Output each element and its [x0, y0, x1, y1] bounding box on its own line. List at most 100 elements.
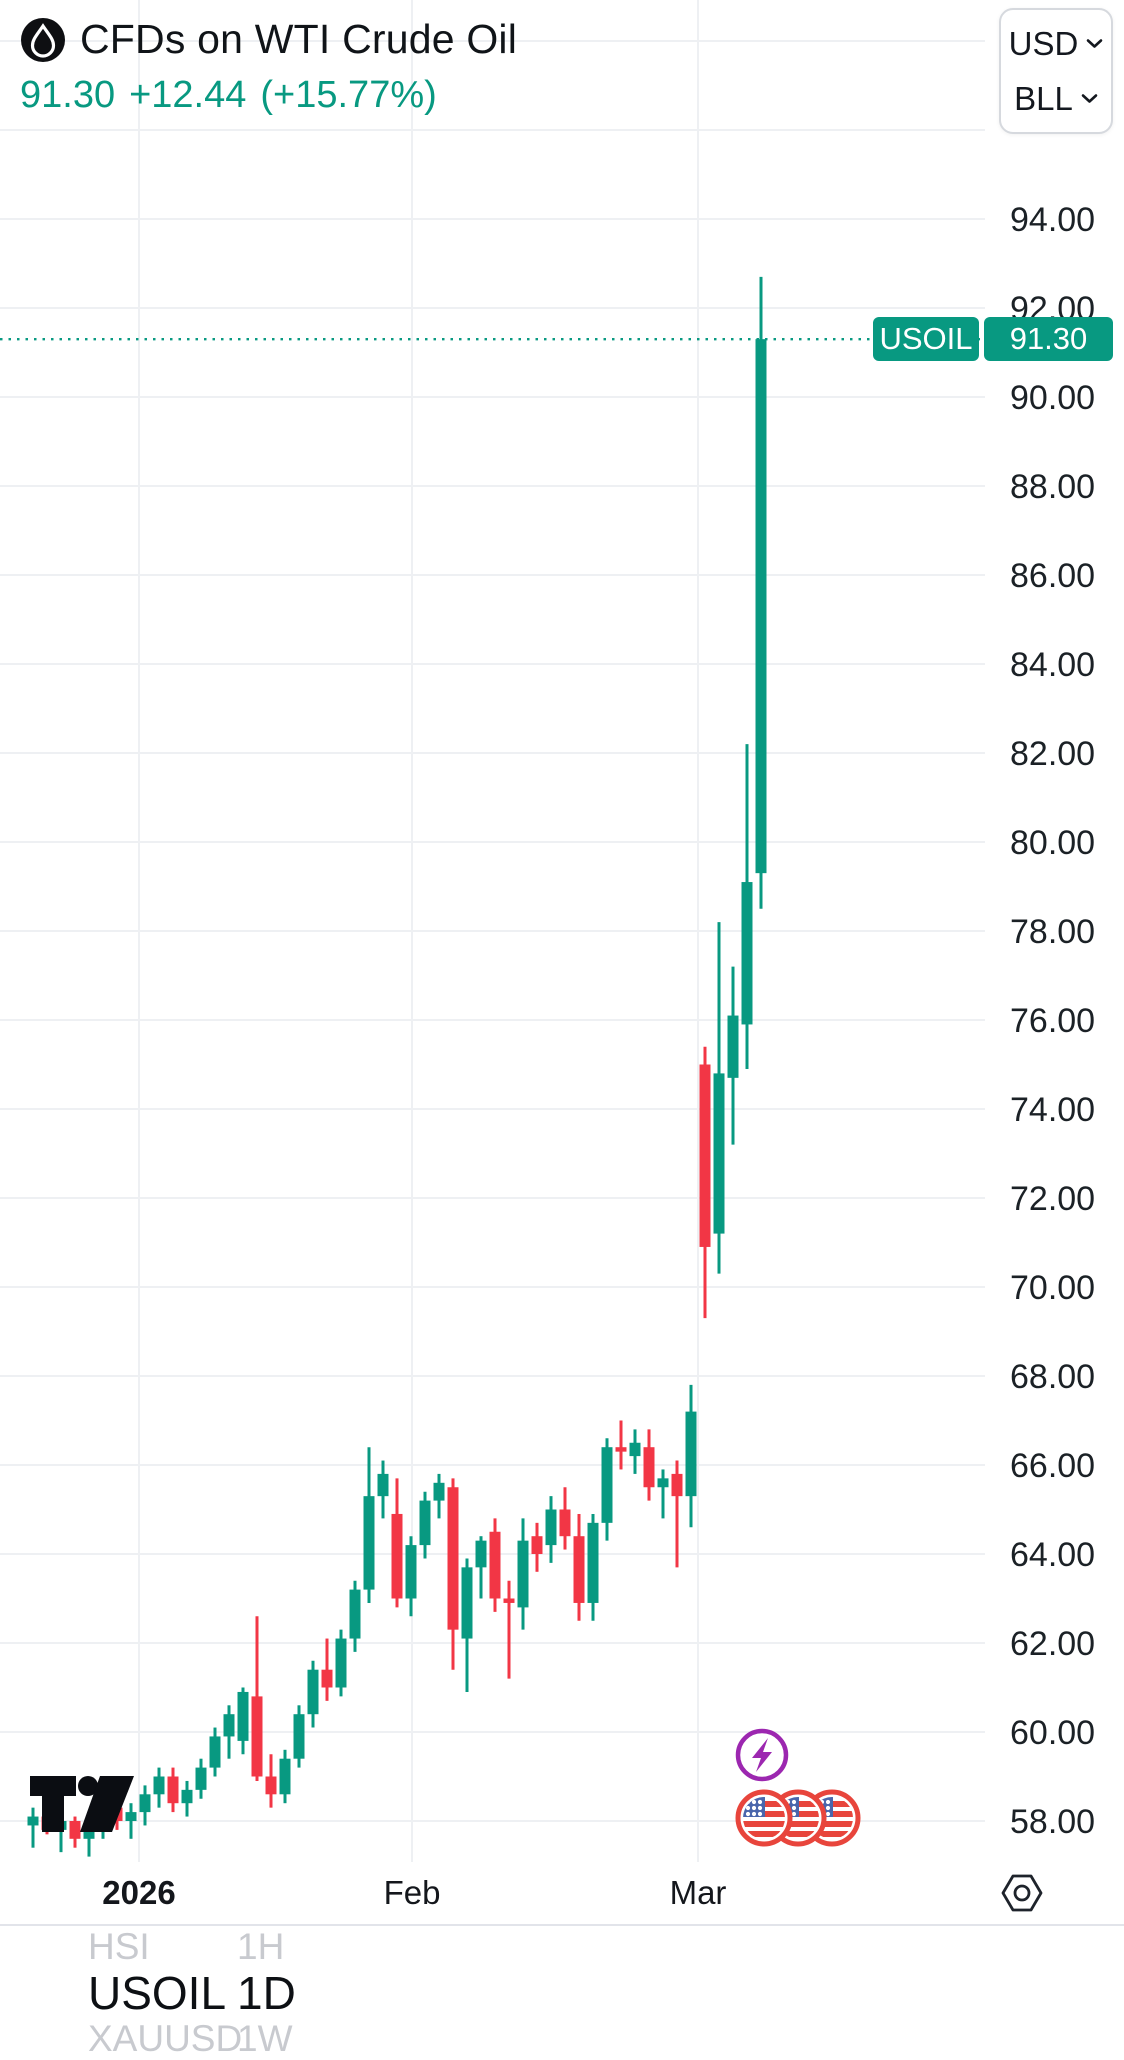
price-tick-label: 58.00 — [1010, 1803, 1095, 1841]
price-line-symbol: USOIL — [873, 317, 979, 362]
candle — [209, 1736, 221, 1768]
candle — [545, 1509, 557, 1546]
price-tick-label: 72.00 — [1010, 1180, 1095, 1218]
tradingview-logo-watermark — [30, 1776, 134, 1832]
price-tick-label: 74.00 — [1010, 1091, 1095, 1129]
price-axis-labels[interactable]: 94.0092.0090.0088.0086.0084.0082.0080.00… — [1010, 201, 1095, 1841]
time-tick-label: Feb — [384, 1874, 441, 1911]
price-tick-label: 80.00 — [1010, 824, 1095, 862]
candle — [559, 1509, 571, 1537]
candle — [279, 1758, 291, 1795]
candle — [321, 1669, 333, 1688]
candle — [489, 1531, 501, 1599]
candle — [195, 1767, 207, 1790]
time-tick-label: 2026 — [102, 1874, 175, 1911]
candle — [573, 1536, 585, 1603]
chart-candles — [27, 276, 767, 1857]
candle — [69, 1821, 81, 1839]
candle — [671, 1473, 683, 1497]
candle — [657, 1478, 669, 1488]
unit-label: BLL — [1014, 79, 1073, 117]
candle — [475, 1540, 487, 1568]
price-tick-label: 66.00 — [1010, 1447, 1095, 1485]
unit-selector[interactable]: BLL — [1001, 80, 1111, 118]
candle — [433, 1482, 445, 1501]
candle — [419, 1500, 431, 1546]
candle — [685, 1411, 697, 1497]
price-tick-label: 70.00 — [1010, 1269, 1095, 1307]
candle — [531, 1536, 543, 1554]
price-tick-label: 94.00 — [1010, 201, 1095, 239]
candle — [391, 1513, 403, 1599]
candle — [27, 1816, 39, 1826]
candle — [517, 1540, 529, 1608]
picker-row-next[interactable]: XAUUSD 1W — [0, 2018, 1124, 2059]
price-tick-label: 62.00 — [1010, 1625, 1095, 1663]
candle — [237, 1691, 249, 1741]
bottom-sheet-divider — [0, 1924, 1124, 1926]
candle — [335, 1638, 347, 1688]
candle — [153, 1776, 165, 1795]
candle — [223, 1714, 235, 1737]
candle — [587, 1522, 599, 1603]
price-tick-label: 68.00 — [1010, 1358, 1095, 1396]
candle — [447, 1487, 459, 1630]
candle — [293, 1714, 305, 1759]
price-tick-label: 82.00 — [1010, 735, 1095, 773]
candle — [405, 1545, 417, 1599]
candle — [461, 1567, 473, 1639]
candle — [755, 339, 767, 874]
picker-symbol[interactable]: HSI — [88, 1926, 150, 1967]
candle — [377, 1473, 389, 1497]
candle — [167, 1776, 179, 1804]
time-axis-labels[interactable]: 2026 Feb Mar — [102, 1874, 726, 1911]
price-line-value: 91.30 — [984, 317, 1113, 362]
active-symbol[interactable]: USOIL — [88, 1967, 227, 2019]
price-tick-label: 90.00 — [1010, 379, 1095, 417]
symbol-interval-picker: HSI 1H USOIL 1D XAUUSD 1W — [0, 1926, 1124, 2059]
chevron-down-icon — [1081, 94, 1098, 103]
currency-label: USD — [1008, 24, 1079, 62]
candle — [601, 1447, 613, 1523]
unit-selector-box: USD BLL — [999, 8, 1113, 134]
candle — [349, 1589, 361, 1639]
picker-interval[interactable]: 1W — [237, 2018, 293, 2059]
axis-settings-hexagon-icon[interactable] — [1001, 1874, 1043, 1912]
candle — [699, 1064, 711, 1247]
candle — [307, 1669, 319, 1715]
candle — [125, 1812, 137, 1821]
candle — [615, 1447, 627, 1452]
lightning-event-icon[interactable] — [735, 1728, 789, 1782]
picker-symbol[interactable]: XAUUSD — [88, 2018, 243, 2059]
flag-events-group[interactable] — [738, 1792, 858, 1844]
price-line-badge: USOIL 91.30 — [873, 317, 1113, 362]
candle — [265, 1776, 277, 1795]
candle — [251, 1696, 263, 1777]
price-tick-label: 64.00 — [1010, 1536, 1095, 1574]
candle — [363, 1496, 375, 1590]
price-tick-label: 76.00 — [1010, 1002, 1095, 1040]
picker-interval[interactable]: 1H — [237, 1926, 285, 1967]
active-interval[interactable]: 1D — [237, 1967, 296, 2019]
candle — [643, 1447, 655, 1488]
chevron-down-icon — [1087, 39, 1103, 48]
candle — [727, 1015, 739, 1078]
picker-row-active[interactable]: USOIL 1D — [0, 1966, 1124, 2019]
candle — [139, 1794, 151, 1813]
candle — [629, 1442, 641, 1457]
currency-selector[interactable]: USD — [1001, 25, 1111, 63]
price-tick-label: 86.00 — [1010, 557, 1095, 595]
price-tick-label: 78.00 — [1010, 913, 1095, 951]
price-tick-label: 60.00 — [1010, 1714, 1095, 1752]
candle — [713, 1073, 725, 1234]
candle — [503, 1598, 515, 1603]
candle — [181, 1789, 193, 1804]
flag-icon-1[interactable] — [738, 1792, 790, 1844]
picker-row-previous[interactable]: HSI 1H — [0, 1926, 1124, 1967]
price-tick-label: 88.00 — [1010, 468, 1095, 506]
candle — [83, 1825, 95, 1839]
time-tick-label: Mar — [670, 1874, 727, 1911]
candle — [741, 882, 753, 1025]
